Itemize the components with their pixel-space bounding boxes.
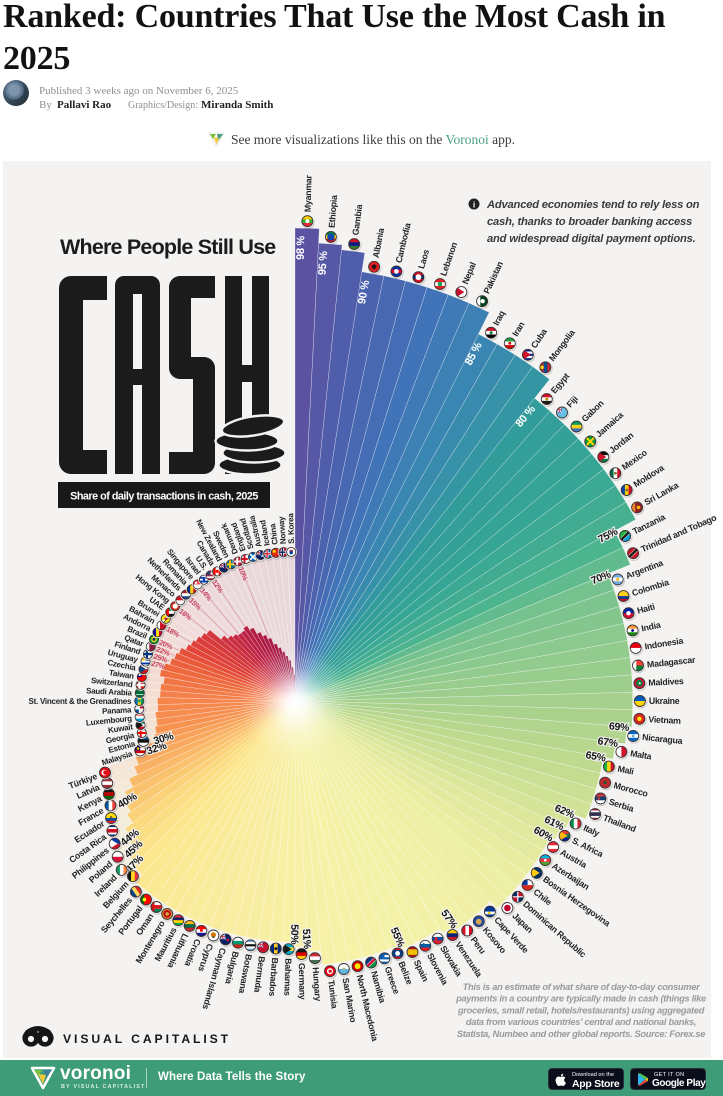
- svg-text:payments in a country are typi: payments in a country are typically made…: [455, 994, 706, 1004]
- svg-text:and widespread digital payment: and widespread digital payment options.: [487, 233, 696, 245]
- svg-text:Germany: Germany: [297, 963, 308, 1000]
- svg-text:This is an estimate of what sh: This is an estimate of what share of day…: [463, 982, 702, 992]
- svg-text:95 %: 95 %: [317, 250, 331, 275]
- svg-text:groceries, small retail, hotel: groceries, small retail, hotels/restaura…: [457, 1005, 705, 1015]
- svg-text:Ukraine: Ukraine: [649, 696, 680, 706]
- svg-text:Advanced economies tend to rel: Advanced economies tend to rely less on: [486, 199, 700, 211]
- svg-text:50%: 50%: [288, 924, 300, 945]
- svg-text:51%: 51%: [300, 929, 313, 951]
- svg-text:Statista, Numbeo and other glo: Statista, Numbeo and other global report…: [457, 1029, 705, 1039]
- svg-text:Saudi Arabia: Saudi Arabia: [86, 686, 133, 697]
- svg-text:Ethiopia: Ethiopia: [327, 195, 340, 229]
- svg-text:25%: 25%: [153, 652, 169, 665]
- svg-text:VISUAL CAPITALIST: VISUAL CAPITALIST: [63, 1032, 231, 1046]
- svg-text:Malta: Malta: [630, 748, 653, 761]
- svg-text:90 %: 90 %: [356, 279, 372, 305]
- svg-text:S. Korea: S. Korea: [286, 513, 296, 544]
- svg-text:65%: 65%: [585, 749, 608, 765]
- svg-text:98 %: 98 %: [295, 235, 308, 260]
- svg-text:Vietnam: Vietnam: [648, 714, 681, 726]
- svg-text:Hungary: Hungary: [311, 967, 324, 1002]
- svg-text:69%: 69%: [608, 720, 630, 734]
- svg-text:China: China: [268, 523, 280, 546]
- svg-text:Mali: Mali: [617, 764, 635, 777]
- svg-text:St. Vincent & the Grenadines: St. Vincent & the Grenadines: [29, 697, 132, 706]
- svg-text:Barbados: Barbados: [267, 957, 280, 997]
- svg-text:67%: 67%: [597, 735, 619, 750]
- svg-text:Norway: Norway: [277, 516, 288, 545]
- svg-text:Tunisia: Tunisia: [326, 979, 340, 1009]
- svg-text:27%: 27%: [150, 659, 166, 671]
- svg-text:Bahamas: Bahamas: [282, 958, 293, 996]
- svg-text:Myanmar: Myanmar: [303, 174, 314, 212]
- svg-text:Share of daily transactions in: Share of daily transactions in cash, 202…: [70, 491, 258, 503]
- svg-text:data from various countries’ c: data from various countries’ central and…: [466, 1017, 696, 1027]
- svg-text:Where People Still Use: Where People Still Use: [60, 235, 276, 259]
- svg-text:i: i: [473, 200, 475, 210]
- svg-text:Maldives: Maldives: [648, 676, 684, 688]
- svg-text:Panama: Panama: [102, 705, 132, 716]
- svg-text:cash, thanks to broader bankin: cash, thanks to broader banking access: [487, 216, 692, 228]
